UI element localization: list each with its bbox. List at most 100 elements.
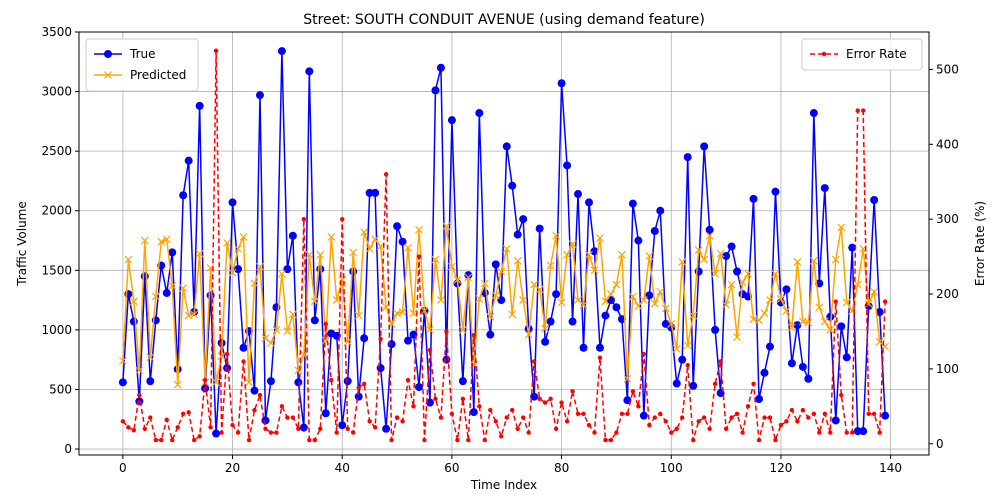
data-point	[656, 287, 665, 296]
data-point	[871, 411, 877, 417]
data-point	[266, 377, 275, 386]
data-point	[234, 244, 242, 253]
legend-marker	[104, 50, 112, 58]
data-point	[383, 172, 389, 177]
data-point	[541, 324, 550, 333]
data-point	[250, 279, 259, 288]
data-point	[722, 252, 731, 261]
data-point	[480, 279, 489, 288]
data-point	[524, 330, 533, 339]
data-point	[433, 396, 438, 402]
data-point	[230, 422, 235, 428]
data-point	[826, 325, 835, 334]
data-point	[596, 234, 604, 243]
data-point	[597, 355, 603, 360]
data-point	[678, 258, 687, 266]
data-point	[740, 430, 745, 435]
y-axis-title: Traffic Volume	[15, 201, 29, 287]
data-point	[689, 381, 698, 390]
data-point	[126, 425, 131, 430]
data-point	[224, 351, 230, 357]
data-point	[499, 434, 504, 439]
data-point	[762, 415, 767, 420]
data-point	[206, 291, 215, 300]
data-point	[793, 258, 802, 266]
data-point	[157, 237, 166, 246]
data-point	[504, 415, 509, 420]
data-point	[612, 280, 621, 289]
data-point	[261, 416, 270, 425]
axes: 0 20 40 60 80 100 120 1400500100015002000250030…	[41, 25, 958, 475]
data-point	[493, 419, 498, 424]
data-point	[415, 225, 423, 234]
data-point	[316, 250, 325, 259]
data-point	[804, 374, 813, 383]
data-point	[285, 415, 290, 420]
data-point	[329, 377, 334, 383]
plot-frame	[78, 31, 930, 456]
data-point	[557, 79, 566, 88]
data-point	[332, 296, 341, 305]
data-point	[180, 411, 186, 417]
data-point	[257, 392, 263, 398]
y-tick-label: 3000	[41, 85, 72, 99]
data-point	[694, 267, 703, 276]
data-point	[535, 285, 544, 294]
data-point	[690, 437, 696, 443]
data-point	[124, 290, 133, 299]
data-point	[787, 359, 796, 368]
data-point	[619, 411, 625, 417]
data-point	[442, 222, 451, 231]
data-point	[404, 336, 413, 345]
data-point	[639, 296, 648, 305]
data-point	[350, 430, 356, 435]
data-point	[170, 437, 175, 443]
data-point	[542, 400, 548, 405]
x-tick-label: 140	[879, 461, 902, 475]
data-point	[268, 430, 274, 435]
data-point	[744, 269, 752, 278]
data-point	[833, 299, 838, 304]
data-point	[510, 407, 515, 413]
data-point	[718, 359, 723, 364]
data-point	[831, 255, 840, 264]
data-point	[603, 437, 608, 443]
x-tick-label: 120	[769, 461, 792, 475]
data-point	[809, 256, 818, 265]
data-point	[279, 404, 285, 409]
data-point	[367, 419, 372, 424]
data-point	[678, 355, 687, 364]
data-point	[120, 419, 126, 424]
data-point	[168, 281, 177, 290]
data-point	[246, 437, 252, 443]
data-point	[197, 434, 202, 439]
data-point	[837, 223, 846, 232]
data-point	[669, 430, 674, 435]
data-point	[881, 411, 890, 420]
data-point	[217, 352, 226, 361]
y2-tick-label: 400	[936, 137, 959, 151]
data-point	[689, 311, 698, 320]
data-point	[683, 153, 692, 162]
data-point	[245, 378, 253, 387]
data-point	[548, 396, 553, 402]
data-point	[420, 306, 429, 315]
data-point	[299, 350, 308, 359]
data-point	[531, 359, 537, 364]
data-point	[323, 321, 328, 327]
data-point	[164, 417, 169, 423]
data-point	[519, 296, 528, 305]
data-point	[647, 422, 652, 428]
data-point	[228, 268, 237, 277]
data-point	[526, 430, 531, 435]
data-point	[288, 231, 297, 240]
data-point	[455, 437, 460, 443]
data-point	[159, 437, 164, 443]
data-point	[444, 329, 449, 334]
data-point	[535, 224, 544, 233]
data-point	[442, 355, 451, 364]
data-point	[795, 419, 800, 424]
legend-left: True Predicted	[85, 38, 199, 92]
data-point	[767, 415, 773, 420]
